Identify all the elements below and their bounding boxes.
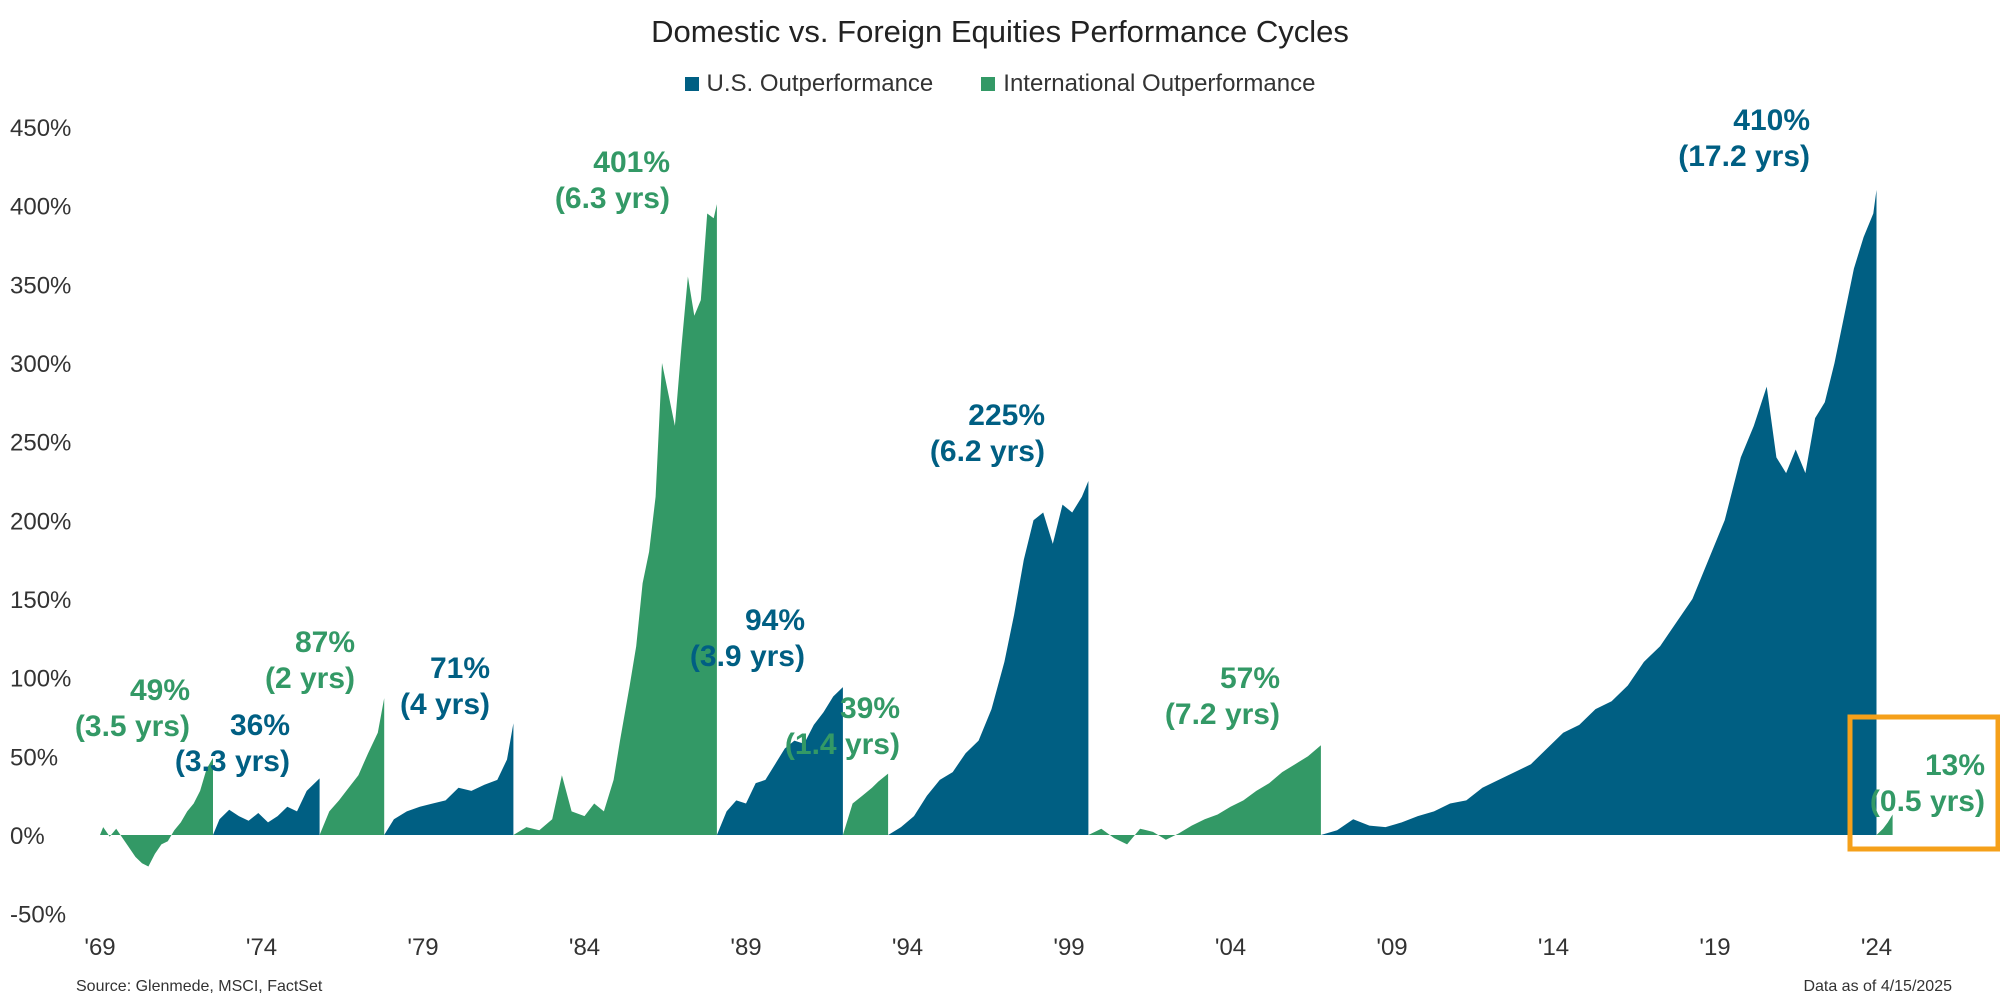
legend-swatch-international — [981, 77, 996, 91]
x-tick-label: '74 — [246, 934, 277, 961]
x-tick-label: '84 — [569, 934, 600, 961]
y-tick-label: 250% — [10, 430, 71, 457]
cycle-label-value: 49% — [130, 674, 190, 707]
data-date-note: Data as of 4/15/2025 — [1803, 978, 1952, 995]
cycle-label-value: 13% — [1925, 749, 1985, 782]
cycle-label-value: 57% — [1220, 662, 1280, 695]
cycle-label-duration: (1.4 yrs) — [785, 728, 900, 761]
legend-swatch-us — [684, 77, 699, 91]
y-tick-label: -50% — [10, 902, 66, 929]
highlight-box — [1847, 714, 2000, 852]
cycle-area-6 — [716, 687, 843, 835]
legend-item-us: U.S. Outperformance — [684, 70, 934, 98]
cycle-area-8 — [888, 481, 1089, 835]
x-tick-label: '04 — [1215, 934, 1246, 961]
y-tick-label: 150% — [10, 587, 71, 614]
source-note: Source: Glenmede, MSCI, FactSet — [76, 978, 323, 995]
cycle-label-value: 87% — [295, 626, 355, 659]
cycle-area-5 — [513, 204, 717, 836]
cycle-label-duration: (6.3 yrs) — [555, 182, 670, 215]
cycle-label-duration: (0.5 yrs) — [1870, 785, 1985, 818]
legend-label-international: International Outperformance — [1003, 70, 1316, 97]
x-tick-label: '89 — [730, 934, 761, 961]
cycle-area-4 — [384, 723, 514, 835]
y-tick-label: 0% — [10, 823, 45, 850]
cycle-area-7 — [842, 773, 889, 835]
x-tick-label: '19 — [1699, 934, 1730, 961]
cycle-label-value: 36% — [230, 709, 290, 742]
cycle-label-duration: (3.3 yrs) — [175, 745, 290, 778]
cycle-label-value: 225% — [968, 399, 1045, 432]
cycle-area-9 — [1088, 745, 1321, 845]
legend-item-international: International Outperformance — [981, 70, 1315, 98]
x-tick-label: '79 — [407, 934, 438, 961]
x-tick-label: '09 — [1376, 934, 1407, 961]
cycle-label-value: 410% — [1733, 104, 1810, 137]
cycle-area-11 — [1876, 814, 1893, 835]
cycle-label-duration: (2 yrs) — [265, 662, 355, 695]
y-tick-label: 300% — [10, 351, 71, 378]
x-tick-label: '94 — [892, 934, 923, 961]
x-tick-label: '99 — [1053, 934, 1084, 961]
legend: U.S. Outperformance International Outper… — [0, 70, 2000, 98]
x-tick-label: '14 — [1538, 934, 1569, 961]
cycle-label-value: 401% — [593, 146, 670, 179]
cycle-area-2 — [213, 778, 320, 835]
cycle-area-3 — [319, 698, 385, 835]
cycle-label-duration: (6.2 yrs) — [930, 435, 1045, 468]
y-tick-label: 50% — [10, 744, 58, 771]
cycle-label-duration: (4 yrs) — [400, 688, 490, 721]
cycle-label-duration: (3.5 yrs) — [75, 710, 190, 743]
cycle-label-value: 71% — [430, 652, 490, 685]
cycle-label-duration: (3.9 yrs) — [690, 640, 805, 673]
y-tick-label: 100% — [10, 666, 71, 693]
cycle-label-value: 39% — [840, 692, 900, 725]
cycle-label-duration: (17.2 yrs) — [1678, 140, 1810, 173]
legend-label-us: U.S. Outperformance — [706, 70, 934, 97]
x-tick-label: '69 — [84, 934, 115, 961]
y-tick-label: 200% — [10, 508, 71, 535]
cycle-area-1 — [100, 757, 213, 867]
x-tick-label: '24 — [1861, 934, 1892, 961]
y-tick-label: 400% — [10, 194, 71, 221]
cycle-label-value: 94% — [745, 604, 805, 637]
chart-title: Domestic vs. Foreign Equities Performanc… — [651, 14, 1349, 49]
cycle-area-10 — [1320, 189, 1877, 835]
y-tick-label: 350% — [10, 272, 71, 299]
y-tick-label: 450% — [10, 115, 71, 142]
cycle-label-duration: (7.2 yrs) — [1165, 698, 1280, 731]
